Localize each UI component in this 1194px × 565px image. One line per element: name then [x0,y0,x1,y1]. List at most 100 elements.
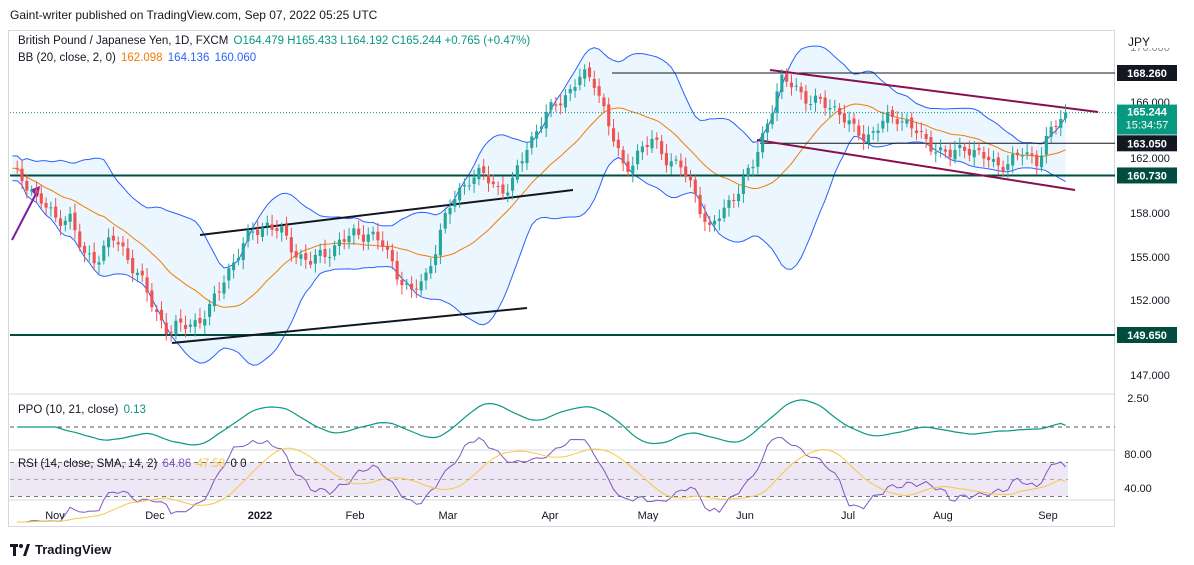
candle-body [414,288,418,290]
candle [395,251,399,286]
candle-body [246,230,250,242]
candle [1035,150,1039,175]
candle [1030,146,1034,164]
candle-body [597,86,601,96]
candle [977,142,981,155]
candle [183,315,188,338]
candle [539,117,543,134]
candle [486,165,491,192]
candle [280,222,284,242]
candle [222,275,226,300]
candle [905,113,909,128]
candle [799,82,803,100]
candle-body [982,152,986,159]
tradingview-logo[interactable]: TradingView [10,542,111,557]
candle-body [963,146,967,151]
candle [318,243,322,263]
currency-label: JPY [1128,35,1151,49]
candle-body [366,234,370,242]
price-axis-tick: 155.000 [1130,252,1170,264]
candle-body [1035,154,1039,167]
price-label-168260: 168.260 [1117,65,1177,81]
candle [938,139,943,158]
rsi-axis-tick: 40.00 [1124,483,1152,495]
candle [477,164,481,186]
price-label-box [1117,65,1177,81]
candle-body [568,88,572,94]
candle-body [260,227,265,237]
candle-body [847,120,851,125]
candle [515,159,519,184]
candle-body [92,252,96,264]
candle-body [823,97,827,108]
candle-body [270,224,274,230]
candle-body [284,224,289,236]
ppo-title: PPO (10, 21, close) [18,404,119,416]
candle-body [58,218,63,227]
candle [530,131,534,155]
x-axis-tick: Nov [45,510,65,522]
bb-fill [12,46,1066,366]
candle-body [881,120,885,129]
candle [260,222,265,242]
candle-body [761,133,765,153]
candle [520,152,524,172]
candle-body [804,91,808,104]
candle [554,97,558,112]
candle [732,193,736,208]
candle-body [82,245,87,253]
candle [674,155,678,165]
candle [703,204,707,232]
candle [698,186,702,219]
candle-body [626,161,630,172]
candle [462,178,467,195]
candle [34,181,39,202]
candle [573,79,577,98]
candle [987,148,991,168]
candle-body [506,192,510,196]
rsi-sma-line [17,447,1066,523]
candle [549,98,553,118]
candle-body [458,187,462,201]
candle-body [212,293,216,307]
candle-body [183,324,188,329]
candle-body [996,157,1000,166]
candle [886,104,890,132]
candle [741,169,745,203]
candle-body [443,212,447,229]
candle [833,99,837,112]
candle-body [121,242,125,247]
candle-body [438,229,442,256]
candle-body [857,125,861,136]
candle [684,157,688,183]
candle [169,325,173,342]
candle-body [409,283,414,290]
candle-body [477,167,481,180]
candle-body [318,249,322,256]
candle [448,199,452,224]
candle-body [703,213,707,222]
candle [828,99,832,118]
candle-body [289,237,293,253]
candle-body [737,193,741,202]
candle-body [280,226,284,233]
candle-body [20,168,24,182]
candle-body [25,180,29,191]
candle [862,125,866,150]
candle [429,257,433,280]
candle-body [664,152,669,166]
candle-body [256,229,260,236]
channel-line-lower [756,139,1076,191]
candle [87,245,91,261]
candle-body [914,130,919,134]
candle [544,104,548,138]
candle [1049,120,1053,143]
candle [621,146,625,172]
candle-body [63,220,67,226]
candle [934,143,938,163]
candle [794,78,798,91]
candle [866,126,870,149]
candle-body [828,108,832,110]
candle [746,164,750,181]
